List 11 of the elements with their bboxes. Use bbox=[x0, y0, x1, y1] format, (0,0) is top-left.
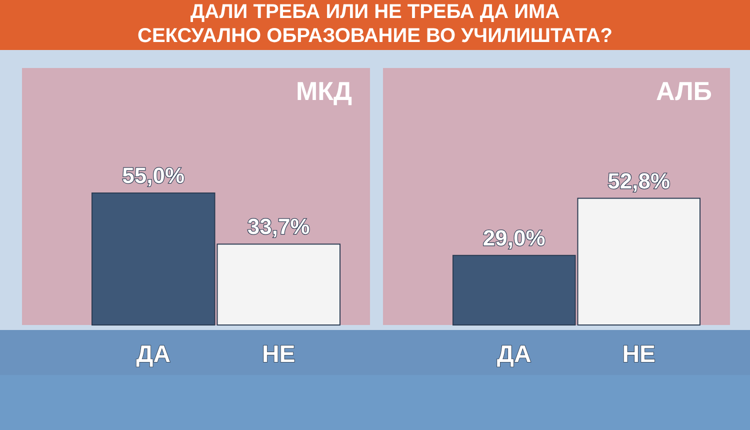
chart-title: ДАЛИ ТРЕБА ИЛИ НЕ ТРЕБА ДА ИМА СЕКСУАЛНО ОБРАЗОВАНИЕ ВО УЧИЛИШТАТА? bbox=[138, 1, 612, 47]
data-label: 55,0% bbox=[122, 163, 185, 188]
x-tick-label: НЕ bbox=[622, 341, 656, 368]
data-label: 29,0% bbox=[482, 225, 546, 250]
data-label: 52,8% bbox=[608, 168, 670, 194]
data-label: 33,7% bbox=[247, 214, 310, 240]
x-tick-label: ДА bbox=[136, 341, 171, 368]
chart-subtitle: МКД bbox=[296, 76, 352, 106]
chart-title: АЛБ bbox=[656, 76, 712, 106]
x-tick-label: ДА bbox=[496, 341, 532, 368]
x-tick-label: НЕ bbox=[262, 341, 296, 368]
